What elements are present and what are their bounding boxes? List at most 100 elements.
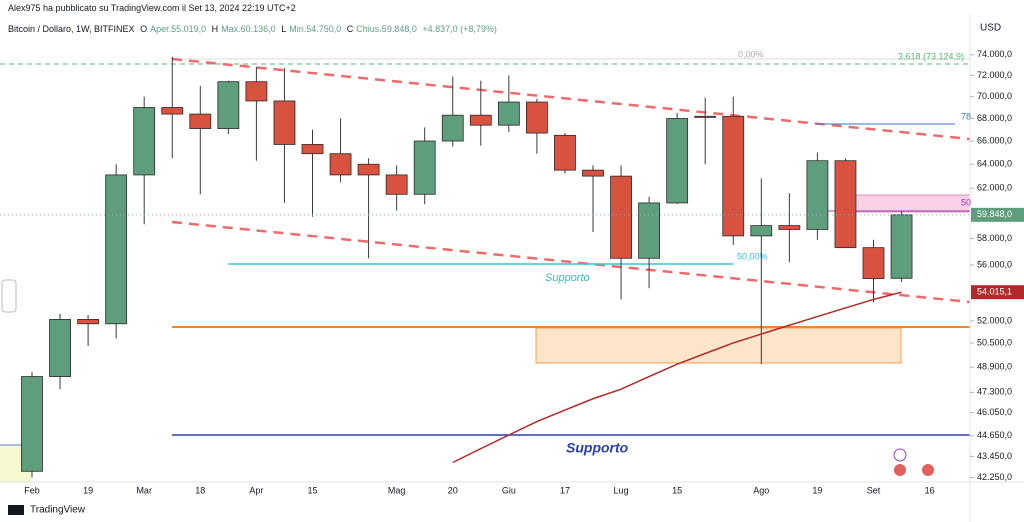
y-tick-label: 50.500,0	[977, 337, 1012, 347]
y-tick-label: 68.000,0	[977, 113, 1012, 123]
x-tick-label: 15	[672, 485, 682, 495]
annotation: 0,00%	[738, 49, 764, 59]
channel-line	[171, 57, 971, 141]
published: Alex975 ha pubblicato su TradingView.com…	[8, 3, 296, 13]
x-tick-label: Giu	[502, 485, 516, 495]
ohlc-key: H	[211, 24, 219, 34]
price-label: 54.015,1	[977, 287, 1012, 297]
candle-body	[21, 376, 43, 472]
x-tick-label: Mar	[136, 485, 152, 495]
side-handle[interactable]	[1, 279, 17, 313]
y-tick-label: 56.000,0	[977, 259, 1012, 269]
x-tick-label: Feb	[24, 485, 40, 495]
candle-body	[750, 225, 773, 237]
candle-body	[582, 169, 604, 177]
annotation: 3,618 (73.124,9)	[898, 51, 964, 61]
price-label-box	[971, 207, 1024, 222]
ohlc-value: Max.60.136,0	[221, 24, 276, 34]
y-tick-label: 48.900,0	[977, 362, 1012, 372]
moving-average	[452, 291, 902, 464]
x-tick-label: 16	[925, 485, 935, 495]
x-tick-label: 15	[307, 485, 317, 495]
candle-body	[806, 160, 829, 230]
ohlc-value: Min.54.750,0	[289, 24, 342, 34]
y-tick-label: 47.300,0	[977, 387, 1012, 397]
candle-body	[49, 319, 71, 377]
candle-body	[301, 144, 324, 155]
symbol: Bitcoin / Dollaro, 1W, BITFINEX	[8, 24, 135, 34]
candle-body	[722, 115, 745, 237]
ohlc-change: +4.837,0 (+8,79%)	[422, 24, 497, 34]
y-tick-label: 72.000,0	[977, 70, 1012, 80]
candle-body	[890, 214, 913, 279]
candle-body	[77, 319, 99, 325]
y-tick-label: 42.250,0	[977, 472, 1012, 482]
annotation: 50	[961, 197, 971, 207]
ohlc-key: O	[140, 24, 148, 34]
x-tick-label: 17	[560, 485, 570, 495]
price-label-box	[971, 285, 1024, 300]
x-tick-label: 19	[83, 485, 93, 495]
candle-body	[273, 100, 296, 145]
candle-body	[862, 247, 885, 279]
ohlc-key: C	[346, 24, 354, 34]
candle-body	[385, 174, 408, 195]
channel-line	[171, 220, 971, 304]
annotation: 50,00%	[737, 251, 768, 261]
candle-body	[329, 153, 352, 176]
plot	[21, 56, 913, 478]
x-tick-label: 18	[195, 485, 205, 495]
event-icon[interactable]	[922, 464, 934, 476]
price-label: 59.848,0	[977, 209, 1012, 219]
x-tick-label: Apr	[249, 485, 263, 495]
y-tick-label: 44.650,0	[977, 430, 1012, 440]
axis-unit: USD	[980, 23, 1001, 34]
candle-body	[610, 175, 632, 259]
candle-body	[217, 81, 240, 129]
candle-body	[161, 107, 184, 115]
x-tick-label: Ago	[753, 485, 769, 495]
annotation: 78	[961, 111, 971, 121]
candle-body	[497, 101, 520, 126]
x-tick-label: Set	[867, 485, 881, 495]
zone	[842, 194, 971, 213]
annotation: Supporto	[545, 272, 590, 284]
event-icon[interactable]	[894, 464, 906, 476]
y-tick-label: 64.000,0	[977, 159, 1012, 169]
candle-body	[441, 114, 464, 142]
y-tick-label: 43.450,0	[977, 451, 1012, 461]
x-tick-label: 19	[812, 485, 822, 495]
candle-body	[357, 163, 380, 176]
y-tick-label: 74.000,0	[977, 49, 1012, 59]
y-tick-label: 70.000,0	[977, 91, 1012, 101]
x-tick-label: Mag	[388, 485, 406, 495]
zone	[535, 327, 902, 364]
candle-body	[413, 140, 436, 195]
candle-body	[778, 225, 801, 230]
candle-body	[554, 134, 576, 171]
candle-body	[189, 113, 212, 129]
candle-body	[469, 114, 492, 126]
candle-body	[694, 115, 717, 118]
logo	[8, 505, 24, 515]
ohlc-value: Aper.55.019,0	[150, 24, 207, 34]
x-tick-label: Lug	[614, 485, 629, 495]
event-icon[interactable]	[893, 448, 907, 462]
candle-body	[526, 101, 548, 134]
y-tick-label: 66.000,0	[977, 135, 1012, 145]
x-tick-label: 20	[448, 485, 458, 495]
candle-body	[133, 107, 156, 176]
footer-brand: TradingView	[30, 505, 86, 516]
candle-body	[105, 174, 128, 325]
candle-body	[638, 202, 660, 259]
y-tick-label: 58.000,0	[977, 233, 1012, 243]
legend: Bitcoin / Dollaro, 1W, BITFINEX O Aper.55…	[8, 24, 500, 34]
annotation: Supporto	[566, 440, 629, 456]
y-tick-label: 52.000,0	[977, 315, 1012, 325]
candle-body	[666, 118, 689, 204]
candle-body	[834, 160, 857, 249]
candle-body	[245, 81, 268, 102]
ohlc-key: L	[281, 24, 287, 34]
